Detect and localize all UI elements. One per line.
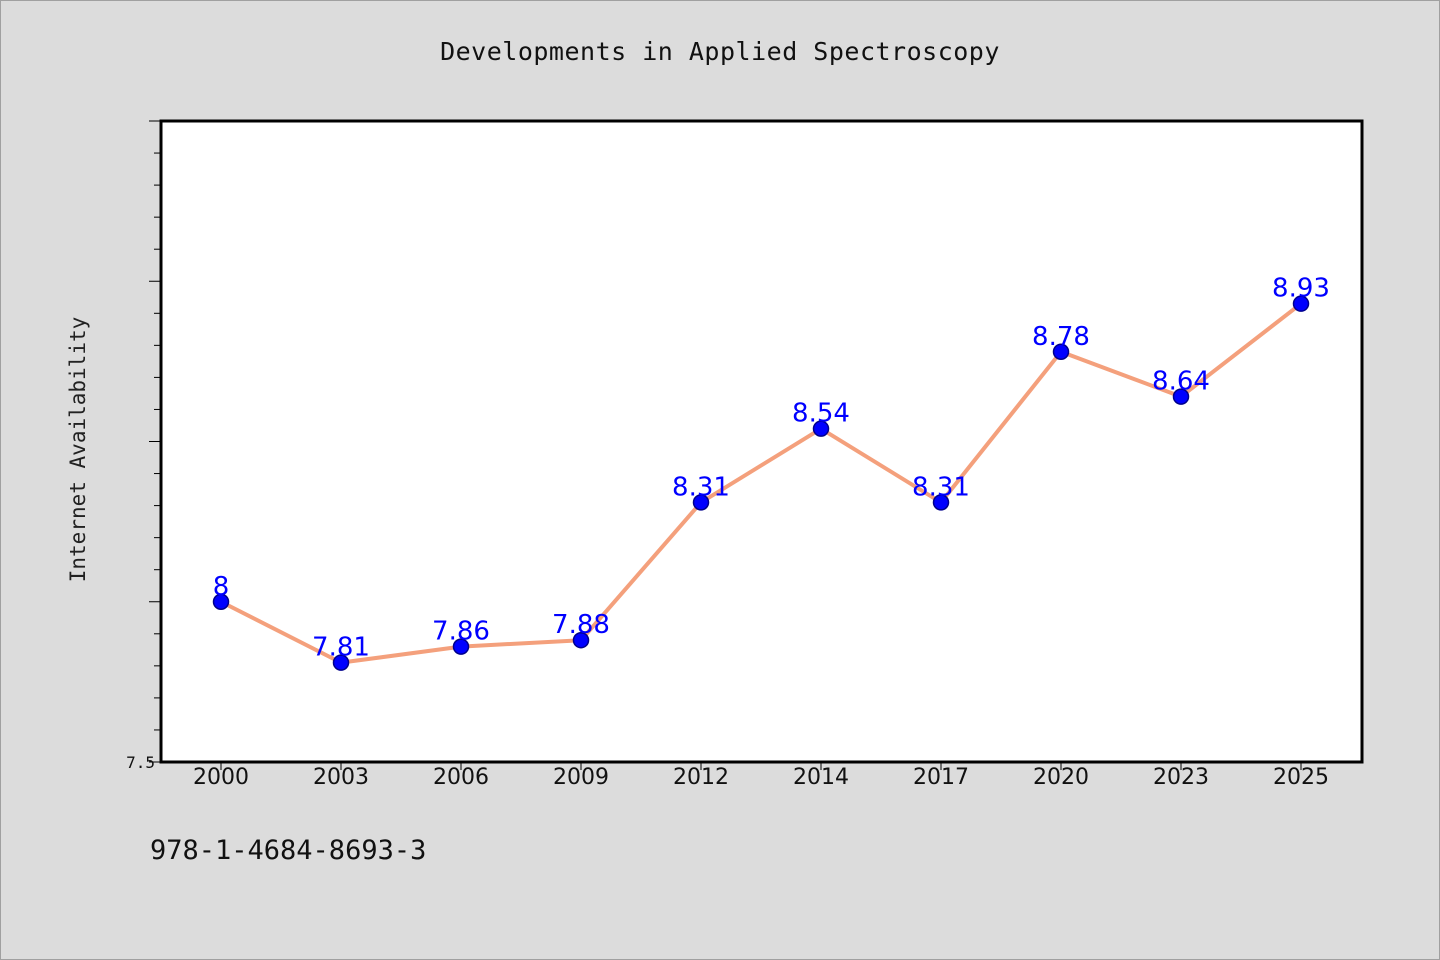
- data-label: 8.31: [912, 472, 970, 502]
- y-tick-label: 7.5: [126, 753, 155, 772]
- data-point: [1052, 343, 1070, 361]
- x-tick-label: 2014: [793, 765, 849, 790]
- data-point: [212, 593, 230, 610]
- data-label: 7.88: [552, 610, 610, 640]
- data-label: 8.64: [1152, 367, 1210, 397]
- data-point: [932, 494, 950, 511]
- data-point: [1292, 295, 1310, 312]
- data-point: [692, 494, 710, 511]
- data-point: [332, 654, 350, 671]
- x-tick-label: 2025: [1273, 765, 1329, 790]
- data-label: 8.31: [672, 472, 730, 502]
- data-point: [572, 631, 590, 649]
- data-label: 8.78: [1032, 322, 1090, 352]
- data-point: [1172, 388, 1190, 405]
- x-tick-label: 2006: [433, 765, 489, 790]
- isbn-caption: 978-1-4684-8693-3: [150, 835, 427, 866]
- data-label: 8.93: [1272, 274, 1330, 304]
- x-tick-label: 2020: [1033, 765, 1089, 790]
- x-tick-label: 2009: [553, 765, 609, 790]
- data-label: 7.81: [312, 633, 370, 663]
- x-tick-label: 2003: [313, 765, 369, 790]
- x-tick-label: 2012: [673, 765, 729, 790]
- data-label: 8: [213, 572, 230, 602]
- x-tick-label: 2000: [193, 765, 249, 790]
- y-axis-label: Internet Availability: [66, 317, 90, 583]
- data-label: 8.54: [792, 399, 850, 429]
- x-tick-label: 2017: [913, 765, 969, 790]
- plot-area: [159, 119, 1364, 764]
- chart-title: Developments in Applied Spectroscopy: [440, 37, 1000, 66]
- data-point: [452, 638, 470, 655]
- data-label: 7.86: [432, 617, 490, 647]
- data-point: [812, 420, 830, 437]
- x-tick-label: 2023: [1153, 765, 1209, 790]
- series-line: [219, 301, 1303, 665]
